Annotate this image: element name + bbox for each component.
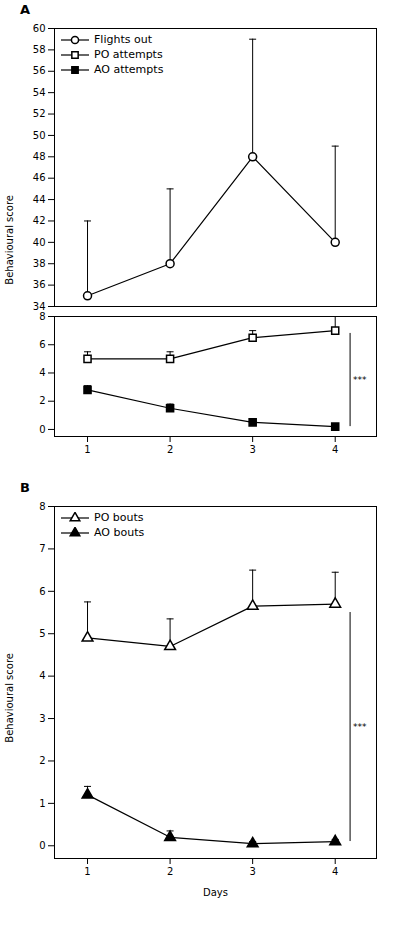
svg-text:1: 1 (84, 866, 90, 877)
svg-text:34: 34 (33, 301, 46, 310)
html-text:Behavioural score: Behavioural score (3, 653, 15, 743)
svg-text:1: 1 (84, 444, 90, 455)
svg-text:38: 38 (33, 258, 46, 269)
html-text:AO attempts: AO attempts (94, 63, 164, 76)
svg-text:2: 2 (167, 444, 173, 455)
svg-text:Days: Days (203, 887, 228, 898)
svg-text:3: 3 (249, 866, 255, 877)
html-text:PO attempts: PO attempts (94, 48, 163, 61)
html-text:B: B (20, 480, 30, 495)
svg-text:44: 44 (33, 194, 46, 205)
svg-text:2: 2 (39, 755, 45, 766)
svg-text:6: 6 (39, 339, 45, 350)
svg-text:6: 6 (39, 586, 45, 597)
svg-text:2: 2 (39, 395, 45, 406)
svg-text:4: 4 (332, 866, 338, 877)
svg-text:48: 48 (33, 151, 46, 162)
svg-text:***: *** (353, 722, 367, 732)
html-text:PO bouts: PO bouts (94, 511, 144, 524)
html-text:AO bouts: AO bouts (94, 526, 145, 539)
svg-text:8: 8 (39, 311, 45, 322)
html-text:Flights out: Flights out (94, 33, 152, 46)
svg-text:3: 3 (39, 713, 45, 724)
svg-text:4: 4 (39, 670, 45, 681)
html-text:Behavioural score: Behavioural score (3, 195, 15, 285)
svg-text:8: 8 (39, 501, 45, 512)
svg-text:50: 50 (33, 130, 46, 141)
svg-text:0: 0 (39, 424, 45, 435)
svg-text:46: 46 (33, 172, 46, 183)
svg-text:40: 40 (33, 237, 46, 248)
svg-text:2: 2 (167, 866, 173, 877)
svg-text:42: 42 (33, 215, 46, 226)
svg-text:36: 36 (33, 279, 46, 290)
svg-text:7: 7 (39, 543, 45, 554)
svg-text:3: 3 (249, 444, 255, 455)
svg-text:52: 52 (33, 108, 46, 119)
svg-text:54: 54 (33, 87, 46, 98)
svg-text:***: *** (353, 375, 367, 385)
svg-text:60: 60 (33, 23, 46, 34)
svg-text:1: 1 (39, 798, 45, 809)
svg-text:58: 58 (33, 44, 46, 55)
svg-text:4: 4 (332, 444, 338, 455)
html-text:A: A (20, 2, 31, 17)
svg-text:56: 56 (33, 65, 46, 76)
svg-text:0: 0 (39, 840, 45, 851)
svg-text:5: 5 (39, 628, 45, 639)
svg-text:4: 4 (39, 367, 45, 378)
